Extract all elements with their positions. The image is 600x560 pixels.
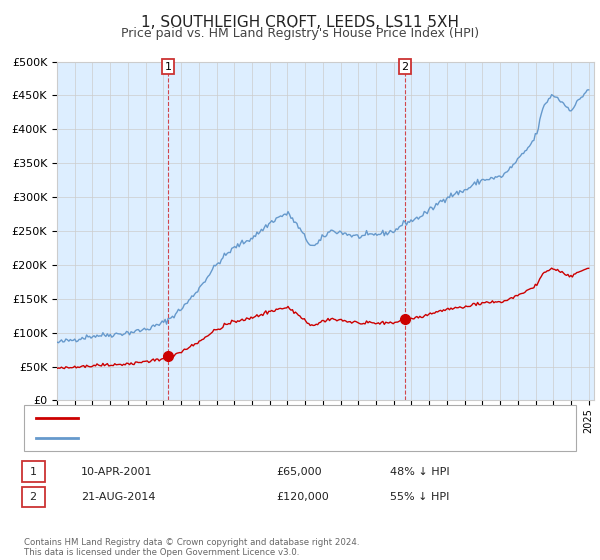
Text: 55% ↓ HPI: 55% ↓ HPI [390, 492, 449, 502]
Text: 1, SOUTHLEIGH CROFT, LEEDS, LS11 5XH (detached house): 1, SOUTHLEIGH CROFT, LEEDS, LS11 5XH (de… [84, 413, 395, 423]
Text: 1: 1 [29, 466, 37, 477]
Text: £120,000: £120,000 [276, 492, 329, 502]
Text: Price paid vs. HM Land Registry's House Price Index (HPI): Price paid vs. HM Land Registry's House … [121, 27, 479, 40]
Text: 1: 1 [164, 62, 172, 72]
Text: 10-APR-2001: 10-APR-2001 [81, 466, 152, 477]
Text: £65,000: £65,000 [276, 466, 322, 477]
Text: 2: 2 [29, 492, 37, 502]
Text: Contains HM Land Registry data © Crown copyright and database right 2024.
This d: Contains HM Land Registry data © Crown c… [24, 538, 359, 557]
Text: 48% ↓ HPI: 48% ↓ HPI [390, 466, 449, 477]
Text: 1, SOUTHLEIGH CROFT, LEEDS, LS11 5XH: 1, SOUTHLEIGH CROFT, LEEDS, LS11 5XH [141, 15, 459, 30]
Text: HPI: Average price, detached house, Leeds: HPI: Average price, detached house, Leed… [84, 433, 307, 443]
Text: 2: 2 [401, 62, 409, 72]
Text: 21-AUG-2014: 21-AUG-2014 [81, 492, 155, 502]
